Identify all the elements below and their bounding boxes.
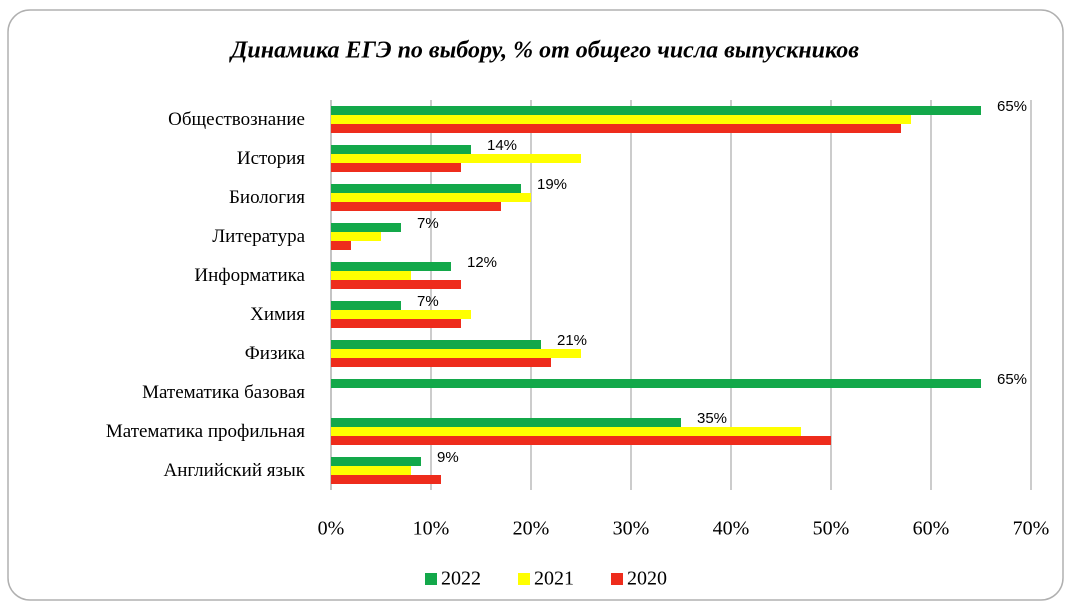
bar [331, 271, 411, 280]
chart-frame [7, 9, 1064, 601]
y-tick-label: Физика [245, 343, 306, 364]
x-tick-label: 0% [318, 518, 345, 540]
data-label: 21% [557, 332, 587, 349]
bar [331, 466, 411, 475]
bar [331, 106, 981, 115]
bar [331, 163, 461, 172]
data-label: 19% [537, 176, 567, 193]
y-tick-label: Химия [250, 304, 305, 325]
x-tick-label: 50% [813, 518, 850, 540]
data-label: 9% [437, 449, 459, 466]
bar [331, 436, 831, 445]
x-tick-label: 10% [413, 518, 450, 540]
y-tick-label: Математика базовая [142, 382, 305, 403]
y-tick-label: Обществознание [168, 109, 305, 130]
bar [331, 223, 401, 232]
bar [331, 319, 461, 328]
bar [331, 457, 421, 466]
data-label: 65% [997, 371, 1027, 388]
bar [331, 475, 441, 484]
bar [331, 124, 901, 133]
data-label: 7% [417, 215, 439, 232]
x-tick-label: 30% [613, 518, 650, 540]
bar [331, 358, 551, 367]
legend-label: 2022 [441, 568, 481, 590]
x-tick-label: 20% [513, 518, 550, 540]
bar [331, 310, 471, 319]
bar [331, 427, 801, 436]
y-tick-label: Литература [212, 226, 305, 247]
data-label: 7% [417, 293, 439, 310]
bar [331, 340, 541, 349]
bar [331, 262, 451, 271]
legend-swatch [611, 573, 623, 585]
legend-label: 2021 [534, 568, 574, 590]
y-tick-label: Информатика [194, 265, 305, 286]
x-tick-label: 40% [713, 518, 750, 540]
bar [331, 280, 461, 289]
legend-swatch [425, 573, 437, 585]
x-tick-label: 70% [1013, 518, 1050, 540]
bar [331, 241, 351, 250]
data-label: 35% [697, 410, 727, 427]
data-label: 14% [487, 137, 517, 154]
bar [331, 301, 401, 310]
legend-label: 2020 [627, 568, 667, 590]
bar [331, 154, 581, 163]
bar [331, 202, 501, 211]
y-tick-label: История [237, 148, 305, 169]
bar [331, 232, 381, 241]
bar [331, 145, 471, 154]
bar [331, 115, 911, 124]
y-tick-label: Английский язык [163, 460, 305, 481]
bar [331, 379, 981, 388]
legend-swatch [518, 573, 530, 585]
x-tick-label: 60% [913, 518, 950, 540]
bar [331, 418, 681, 427]
data-label: 65% [997, 98, 1027, 115]
data-label: 12% [467, 254, 497, 271]
bar [331, 193, 531, 202]
bar [331, 349, 581, 358]
bar [331, 184, 521, 193]
chart-title: Динамика ЕГЭ по выбору, % от общего числ… [229, 38, 859, 64]
y-tick-label: Биология [229, 187, 305, 208]
y-tick-label: Математика профильная [106, 421, 305, 442]
